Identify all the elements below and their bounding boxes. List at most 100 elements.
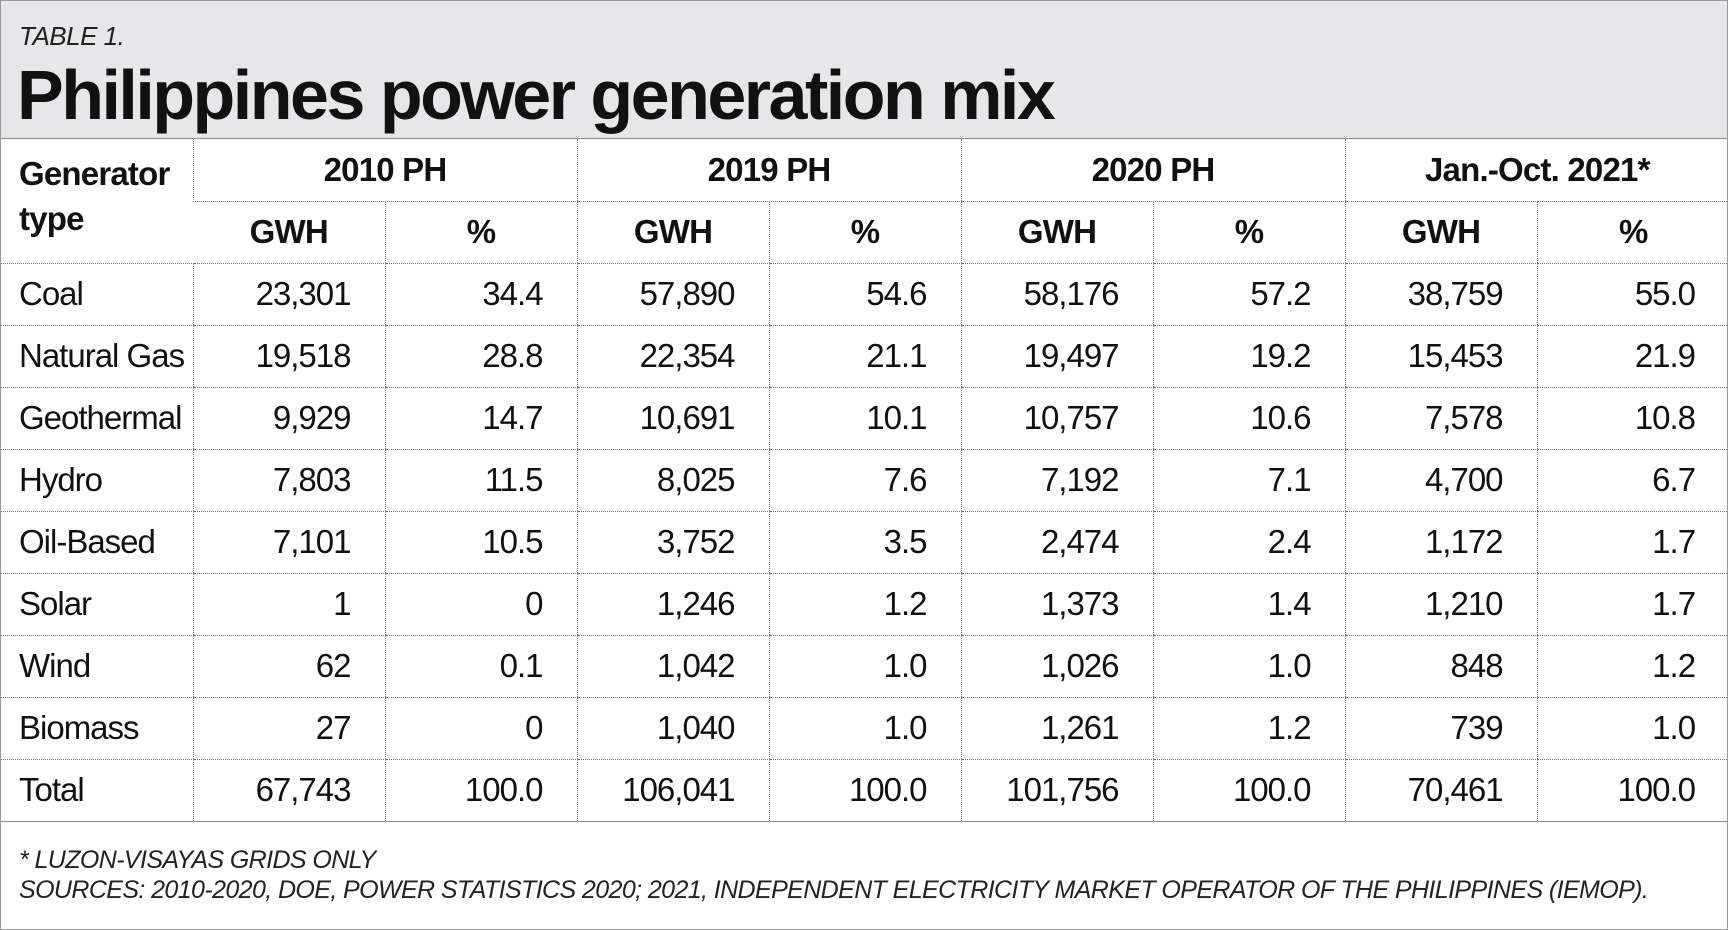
- generator-type-header-line1: Generator: [19, 155, 170, 192]
- table-row: Solar 1 0 1,246 1.2 1,373 1.4 1,210 1.7: [1, 573, 1728, 636]
- percent-value-cell: 10.5: [384, 511, 578, 574]
- generator-type-header: Generator type: [1, 139, 193, 264]
- percent-value-cell: 100.0: [768, 759, 962, 822]
- percent-value-cell: 7.1: [1152, 449, 1346, 512]
- gwh-value-cell: 23,301: [192, 263, 385, 326]
- gwh-value-cell: 27: [192, 697, 385, 760]
- gwh-value-cell: 22,354: [576, 325, 770, 388]
- percent-value-cell: 1.0: [1536, 697, 1728, 760]
- table-row: Hydro 7,803 11.5 8,025 7.6 7,192 7.1 4,700 6.7: [1, 449, 1728, 512]
- gwh-value-cell: 4,700: [1344, 449, 1538, 512]
- table-row: Geothermal 9,929 14.7 10,691 10.1 10,757 10.6 7…: [1, 387, 1728, 450]
- percent-value-cell: 55.0: [1536, 263, 1728, 326]
- percent-value-cell: 1.7: [1536, 511, 1728, 574]
- percent-value-cell: 0: [384, 573, 578, 636]
- gwh-value-cell: 70,461: [1344, 759, 1538, 822]
- percent-value-cell: 21.1: [768, 325, 962, 388]
- gwh-value-cell: 10,691: [576, 387, 770, 450]
- generator-type-cell: Natural Gas: [1, 325, 193, 388]
- unit-header-gwh: GWH: [1344, 201, 1538, 264]
- percent-value-cell: 1.7: [1536, 573, 1728, 636]
- percent-value-cell: 0: [384, 697, 578, 760]
- gwh-value-cell: 106,041: [576, 759, 770, 822]
- percent-value-cell: 2.4: [1152, 511, 1346, 574]
- generator-type-cell: Oil-Based: [1, 511, 193, 574]
- unit-header-percent: %: [384, 201, 578, 264]
- percent-value-cell: 10.6: [1152, 387, 1346, 450]
- gwh-value-cell: 15,453: [1344, 325, 1538, 388]
- percent-value-cell: 1.2: [1536, 635, 1728, 698]
- gwh-value-cell: 19,518: [192, 325, 385, 388]
- unit-header-gwh: GWH: [576, 201, 770, 264]
- generator-type-cell: Geothermal: [1, 387, 193, 450]
- percent-value-cell: 21.9: [1536, 325, 1728, 388]
- period-header-row: Generator type 2010 PH 2019 PH 2020 PH J…: [1, 139, 1728, 264]
- gwh-value-cell: 1: [192, 573, 385, 636]
- percent-value-cell: 57.2: [1152, 263, 1346, 326]
- gwh-value-cell: 3,752: [576, 511, 770, 574]
- gwh-value-cell: 10,757: [960, 387, 1154, 450]
- percent-value-cell: 34.4: [384, 263, 578, 326]
- gwh-value-cell: 57,890: [576, 263, 770, 326]
- percent-value-cell: 100.0: [384, 759, 578, 822]
- percent-value-cell: 28.8: [384, 325, 578, 388]
- percent-value-cell: 100.0: [1536, 759, 1728, 822]
- generator-type-cell: Solar: [1, 573, 193, 636]
- percent-value-cell: 0.1: [384, 635, 578, 698]
- generator-type-cell: Total: [1, 759, 193, 822]
- gwh-value-cell: 1,373: [960, 573, 1154, 636]
- unit-header-percent: %: [1536, 201, 1728, 264]
- gwh-value-cell: 7,192: [960, 449, 1154, 512]
- generator-type-cell: Wind: [1, 635, 193, 698]
- unit-header-gwh: GWH: [193, 201, 385, 264]
- generator-type-cell: Coal: [1, 263, 193, 326]
- gwh-value-cell: 1,261: [960, 697, 1154, 760]
- gwh-value-cell: 739: [1344, 697, 1538, 760]
- gwh-value-cell: 1,040: [576, 697, 770, 760]
- percent-value-cell: 10.1: [768, 387, 962, 450]
- table-row: Oil-Based 7,101 10.5 3,752 3.5 2,474 2.4 1,172 1…: [1, 511, 1728, 574]
- gwh-value-cell: 2,474: [960, 511, 1154, 574]
- gwh-value-cell: 7,101: [192, 511, 385, 574]
- gwh-value-cell: 62: [192, 635, 385, 698]
- gwh-value-cell: 1,246: [576, 573, 770, 636]
- footnote: * LUZON-VISAYAS GRIDS ONLY SOURCES: 2010…: [19, 845, 1649, 905]
- period-header-2021: Jan.-Oct. 2021*: [1344, 139, 1728, 202]
- percent-value-cell: 7.6: [768, 449, 962, 512]
- unit-header-percent: %: [768, 201, 962, 264]
- period-header-2010: 2010 PH: [192, 139, 578, 202]
- table-body: Coal 23,301 34.4 57,890 54.6 58,176 57.2 38,759…: [1, 263, 1728, 822]
- percent-value-cell: 11.5: [384, 449, 578, 512]
- generation-mix-table: Generator type 2010 PH 2019 PH 2020 PH J…: [1, 139, 1728, 822]
- percent-value-cell: 1.4: [1152, 573, 1346, 636]
- gwh-value-cell: 9,929: [192, 387, 385, 450]
- generator-type-header-line2: type: [19, 200, 84, 237]
- gwh-value-cell: 38,759: [1344, 263, 1538, 326]
- period-header-2020: 2020 PH: [960, 139, 1346, 202]
- percent-value-cell: 1.2: [1152, 697, 1346, 760]
- table-row: Biomass 27 0 1,040 1.0 1,261 1.2 739 1.0: [1, 697, 1728, 760]
- gwh-value-cell: 848: [1344, 635, 1538, 698]
- gwh-value-cell: 8,025: [576, 449, 770, 512]
- gwh-value-cell: 7,803: [192, 449, 385, 512]
- gwh-value-cell: 1,026: [960, 635, 1154, 698]
- table-row: Natural Gas 19,518 28.8 22,354 21.1 19,497 19.…: [1, 325, 1728, 388]
- percent-value-cell: 100.0: [1152, 759, 1346, 822]
- gwh-value-cell: 1,210: [1344, 573, 1538, 636]
- gwh-value-cell: 7,578: [1344, 387, 1538, 450]
- gwh-value-cell: 67,743: [192, 759, 385, 822]
- generator-type-cell: Biomass: [1, 697, 193, 760]
- percent-value-cell: 6.7: [1536, 449, 1728, 512]
- percent-value-cell: 1.0: [768, 635, 962, 698]
- table-row: Coal 23,301 34.4 57,890 54.6 58,176 57.2 38,759…: [1, 263, 1728, 326]
- generator-type-cell: Hydro: [1, 449, 193, 512]
- percent-value-cell: 1.0: [1152, 635, 1346, 698]
- percent-value-cell: 1.2: [768, 573, 962, 636]
- percent-value-cell: 19.2: [1152, 325, 1346, 388]
- gwh-value-cell: 58,176: [960, 263, 1154, 326]
- gwh-value-cell: 19,497: [960, 325, 1154, 388]
- table-row: Total 67,743 100.0 106,041 100.0 101,756 100.0…: [1, 759, 1728, 822]
- unit-header-percent: %: [1152, 201, 1346, 264]
- percent-value-cell: 10.8: [1536, 387, 1728, 450]
